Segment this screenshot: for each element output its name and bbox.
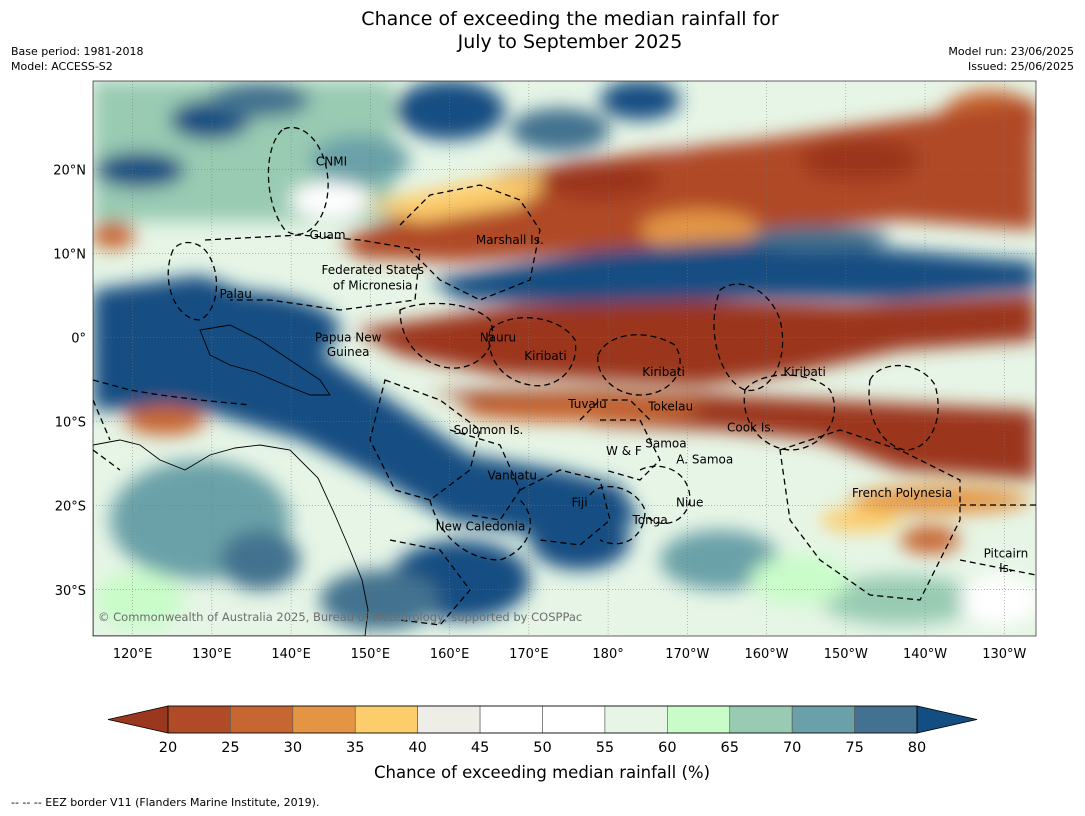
colorbar-segment: [667, 705, 731, 734]
colorbar-tick-label: 70: [783, 740, 801, 756]
region-label: Guinea: [327, 345, 370, 359]
colorbar-title: Chance of exceeding median rainfall (%): [374, 763, 710, 782]
lat-tick-label: 0°: [71, 331, 86, 346]
colorbar-tick-label: 50: [533, 740, 551, 756]
figure-title: Chance of exceeding the median rainfall …: [0, 8, 1085, 54]
region-label: Kiribati: [642, 365, 684, 379]
region-label: Palau: [219, 287, 251, 301]
rainfall-field: [93, 81, 1036, 636]
region-label: Samoa: [645, 436, 686, 450]
issued-date: Issued: 25/06/2025: [967, 60, 1074, 73]
region-label: Kiribati: [783, 365, 825, 379]
colorbar-tick-label: 40: [408, 740, 426, 756]
region-label: Tokelau: [647, 399, 693, 413]
region-label: W & F: [606, 444, 642, 458]
lon-tick-label: 150°E: [351, 647, 391, 662]
colorbar-segment: [854, 705, 918, 734]
colorbar-tick-label: 80: [908, 740, 926, 756]
lon-tick-label: 160°E: [430, 647, 470, 662]
region-label: Niue: [676, 495, 703, 509]
meta-right: Model run: 23/06/2025 Issued: 25/06/2025: [948, 44, 1074, 74]
lon-tick-label: 160°W: [744, 647, 788, 662]
colorbar-segment: [791, 705, 855, 734]
region-label: Solomon Is.: [454, 423, 524, 437]
region-label: Fiji: [572, 495, 588, 509]
lat-tick-label: 30°S: [55, 584, 86, 599]
lat-tick-label: 20°N: [53, 163, 86, 178]
lon-tick-label: 150°W: [824, 647, 868, 662]
region-label: of Micronesia: [333, 278, 413, 292]
colorbar-segment: [417, 705, 481, 734]
colorbar-segment: [542, 705, 606, 734]
colorbar-tick-label: 75: [845, 740, 863, 756]
region-label: Papua New: [315, 330, 382, 344]
lon-tick-label: 130°E: [192, 647, 232, 662]
lon-tick-label: 140°W: [903, 647, 947, 662]
colorbar-segment: [479, 705, 543, 734]
lon-tick-label: 120°E: [113, 647, 153, 662]
colorbar-low-arrow: [107, 705, 169, 734]
graticule: [93, 81, 1036, 636]
colorbar-segment: [230, 705, 294, 734]
map-frame: [92, 80, 1037, 637]
title-line-1: Chance of exceeding the median rainfall …: [361, 8, 779, 30]
lat-tick-label: 10°N: [53, 247, 86, 262]
region-label: Tonga: [631, 513, 667, 527]
region-label: Tuvalu: [567, 397, 607, 411]
base-period: Base period: 1981-2018: [11, 45, 144, 58]
colorbar-tick-label: 65: [721, 740, 739, 756]
title-line-2: July to September 2025: [457, 31, 683, 53]
region-label: Nauru: [480, 330, 516, 344]
region-label: Vanuatu: [487, 468, 537, 482]
lat-tick-label: 10°S: [55, 416, 86, 431]
colorbar-tick-label: 30: [284, 740, 302, 756]
colorbar-segment: [354, 705, 418, 734]
meta-left: Base period: 1981-2018 Model: ACCESS-S2: [11, 44, 143, 74]
colorbar-segment: [292, 705, 356, 734]
lon-tick-label: 170°E: [509, 647, 549, 662]
model-name: Model: ACCESS-S2: [11, 60, 113, 73]
region-label: Kiribati: [524, 349, 566, 363]
copyright-notice: © Commonwealth of Australia 2025, Bureau…: [98, 610, 582, 624]
colorbar-tick-label: 45: [471, 740, 489, 756]
australia-coastline: [93, 439, 369, 636]
colorbar-segment: [729, 705, 793, 734]
region-label: French Polynesia: [852, 486, 952, 500]
colorbar-tick-label: 20: [159, 740, 177, 756]
region-label: Pitcairn: [984, 547, 1029, 561]
eez-borders: [93, 126, 1036, 626]
lon-tick-label: 180°: [592, 647, 623, 662]
colorbar-tick-label: 35: [346, 740, 364, 756]
lon-tick-label: 130°W: [982, 647, 1026, 662]
region-label: New Caledonia: [436, 520, 526, 534]
colorbar-segment: [604, 705, 668, 734]
region-label: Cook Is.: [727, 420, 774, 434]
colorbar-high-arrow: [916, 705, 978, 734]
colorbar-tick-label: 25: [221, 740, 239, 756]
model-run: Model run: 23/06/2025: [948, 45, 1074, 58]
lat-tick-label: 20°S: [55, 500, 86, 515]
region-label: Marshall Is.: [476, 233, 544, 247]
colorbar-tick-label: 55: [596, 740, 614, 756]
longitude-tick-labels: 120°E 130°E 140°E 150°E 160°E 170°E 180° 170°W 1…: [113, 647, 1027, 662]
region-label: Is.: [999, 561, 1013, 575]
lon-tick-label: 170°W: [665, 647, 709, 662]
footer-note: -- -- -- EEZ border V11 (Flanders Marine…: [11, 796, 320, 809]
colorbar-tick-label: 60: [658, 740, 676, 756]
region-label: A. Samoa: [676, 452, 733, 466]
latitude-tick-labels: 20°N 10°N 0° 10°S 20°S 30°S: [53, 163, 86, 598]
region-label: CNMI: [316, 155, 347, 169]
colorbar-segment: [167, 705, 231, 734]
region-label: Guam: [310, 228, 346, 242]
new-guinea-coastline: [199, 324, 331, 396]
colorbar: 20 25 30 35 40 45 50 55 60 65 70 75 80: [107, 705, 978, 756]
lon-tick-label: 140°E: [271, 647, 311, 662]
region-label: Federated States: [322, 263, 424, 277]
